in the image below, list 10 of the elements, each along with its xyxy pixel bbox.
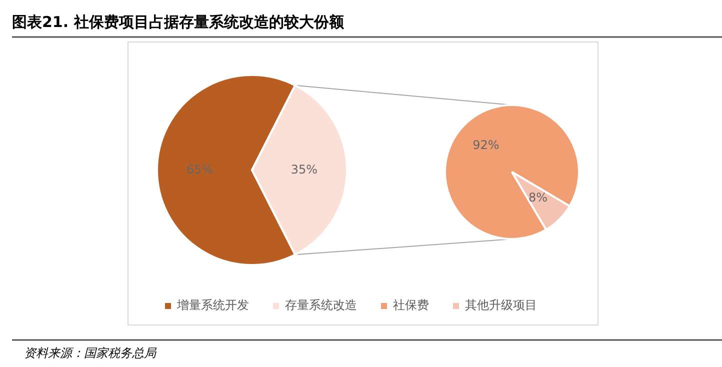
legend-label: 社保费 [393,298,429,312]
legend-label: 其他升级项目 [465,298,537,312]
data-label: 35% [290,162,318,176]
legend-label: 增量系统开发 [176,298,249,312]
data-label: 92% [472,138,500,152]
chart-title: 图表21. 社保费项目占据存量系统改造的较大份额 [12,13,345,31]
data-label: 8% [528,190,548,204]
data-label: 65% [186,162,214,176]
legend-label: 存量系统改造 [285,298,357,312]
text: 资料来源：国家税务总局 [24,346,157,360]
